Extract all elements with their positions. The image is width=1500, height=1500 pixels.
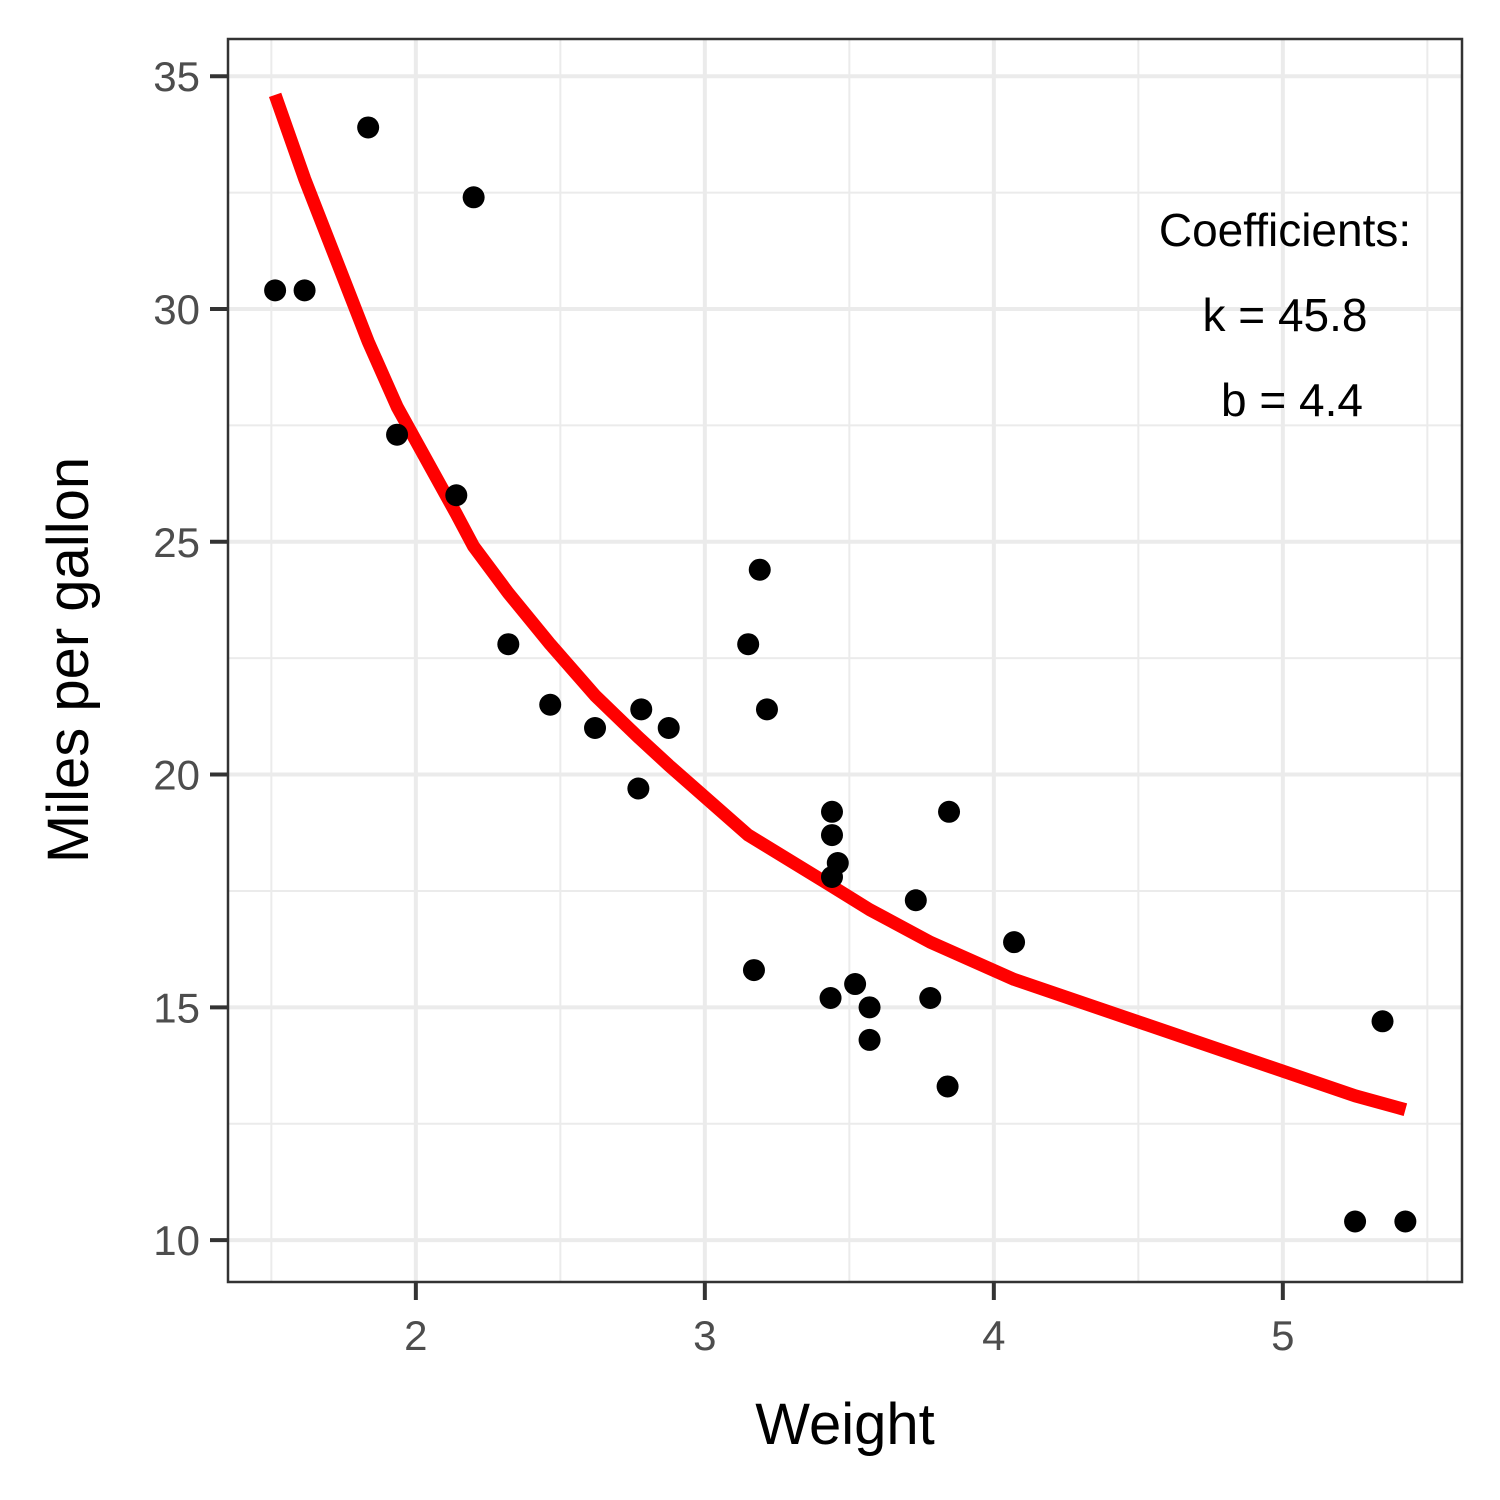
data-point (742, 959, 765, 982)
x-tick-label: 3 (693, 1312, 716, 1359)
x-tick-label: 5 (1271, 1312, 1294, 1359)
data-point (844, 973, 867, 996)
data-point (737, 633, 760, 656)
x-axis-title: Weight (755, 1392, 934, 1457)
x-tick-label: 4 (982, 1312, 1005, 1359)
x-axis: 2 3 4 5 (404, 1282, 1295, 1359)
data-point (820, 800, 843, 823)
y-tick-label: 30 (153, 286, 200, 333)
data-point (630, 698, 653, 721)
data-point (445, 484, 468, 507)
data-point (462, 186, 485, 209)
y-axis-title: Miles per gallon (36, 457, 101, 863)
data-point (820, 865, 843, 888)
data-point (1003, 931, 1026, 954)
data-point (584, 717, 607, 740)
data-point (755, 698, 778, 721)
annotation-line-3: b = 4.4 (1221, 374, 1363, 426)
data-point (820, 824, 843, 847)
data-point (858, 996, 881, 1019)
data-point (497, 633, 520, 656)
fit-curve (268, 92, 1408, 1116)
coefficients-annotation: Coefficients: k = 45.8 b = 4.4 (1159, 204, 1411, 426)
data-point (357, 116, 380, 139)
data-point (919, 987, 942, 1010)
x-tick-label: 2 (404, 1312, 427, 1359)
annotation-line-1: Coefficients: (1159, 204, 1411, 256)
data-point (904, 889, 927, 912)
data-point (539, 693, 562, 716)
data-point (938, 800, 961, 823)
data-point (627, 777, 650, 800)
panel-border (226, 37, 1464, 1284)
data-point (293, 279, 316, 302)
data-point (748, 558, 771, 581)
minor-gridlines (228, 39, 1462, 1282)
annotation-line-2: k = 45.8 (1203, 289, 1368, 341)
data-point (858, 1028, 881, 1051)
y-tick-label: 10 (153, 1217, 200, 1264)
y-tick-label: 25 (153, 519, 200, 566)
points-layer (264, 116, 1417, 1233)
data-point (1344, 1210, 1367, 1233)
y-axis: 10 15 20 25 30 35 (153, 53, 228, 1264)
y-tick-label: 20 (153, 752, 200, 799)
y-tick-label: 15 (153, 984, 200, 1031)
data-point (386, 423, 409, 446)
data-point (1371, 1010, 1394, 1033)
fit-curve-layer (268, 92, 1408, 1116)
y-tick-label: 35 (153, 53, 200, 100)
data-point (936, 1075, 959, 1098)
data-point (1394, 1210, 1417, 1233)
data-point (819, 987, 842, 1010)
data-point (264, 279, 287, 302)
data-point (657, 717, 680, 740)
